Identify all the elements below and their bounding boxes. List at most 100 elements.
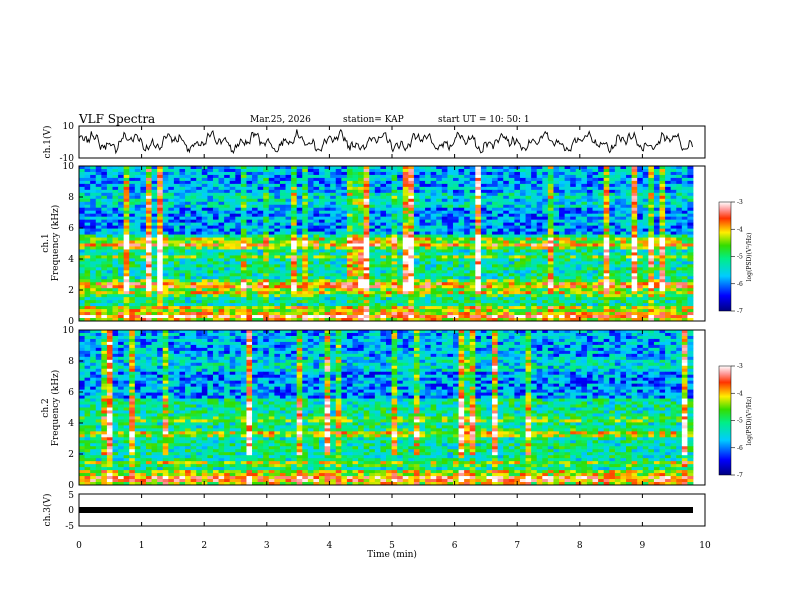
spectrogram-cell [257, 204, 264, 209]
spectrogram-cell [380, 270, 387, 274]
spectrogram-cell [263, 207, 270, 212]
spectrogram-cell [547, 264, 554, 268]
spectrogram-cell [90, 189, 97, 194]
spectrogram-cell [106, 234, 113, 238]
spectrogram-cell [553, 180, 560, 185]
spectrogram-cell [179, 237, 186, 241]
spectrogram-cell [575, 228, 582, 232]
spectrogram-cell [570, 261, 577, 265]
spectrogram-cell [514, 216, 521, 221]
spectrogram-cell [218, 234, 225, 238]
spectrogram-cell [196, 177, 203, 182]
spectrogram-cell [190, 195, 197, 200]
spectrogram-cell [123, 294, 130, 298]
spectrogram-cell [268, 270, 275, 274]
spectrogram-cell [374, 166, 381, 170]
spectrogram-cell [330, 222, 337, 227]
spectrogram-cell [246, 228, 253, 232]
spectrogram-cell [145, 216, 152, 221]
spectrogram-cell [397, 222, 404, 227]
spectrogram-cell [642, 276, 649, 280]
spectrogram-cell [101, 261, 108, 265]
spectrogram-cell [626, 282, 632, 286]
spectrogram-cell [90, 210, 97, 215]
spectrogram-cell [151, 213, 158, 218]
spectrogram-cell [497, 189, 504, 194]
spectrogram-cell [408, 288, 415, 292]
spectrogram-cell [263, 225, 270, 229]
spectrogram-cell [413, 297, 420, 301]
spectrogram-cell [90, 282, 97, 286]
spectrogram-cell [536, 231, 543, 235]
spectrogram-cell [363, 183, 370, 188]
spectrogram-cell [212, 291, 219, 295]
spectrogram-cell [207, 255, 214, 259]
spectrogram-cell [369, 240, 376, 244]
spectrogram-cell [508, 261, 515, 265]
spectrogram-cell [430, 258, 437, 262]
spectrogram-cell [101, 225, 108, 229]
spectrogram-cell [441, 249, 448, 253]
spectrogram-cell [263, 258, 270, 262]
spectrogram-cell [157, 276, 164, 280]
spectrogram-cell [637, 219, 644, 224]
spectrogram-cell [486, 279, 493, 283]
spectrogram-cell [514, 276, 521, 280]
spectrogram-cell [447, 285, 454, 289]
spectrogram-cell [475, 240, 482, 244]
spectrogram-cell [676, 174, 683, 179]
spectrogram-cell [168, 252, 175, 256]
spectrogram-cell [84, 213, 91, 218]
spectrogram-cell [386, 279, 392, 283]
spectrogram-cell [252, 228, 259, 232]
spectrogram-cell [358, 195, 365, 200]
spectrogram-cell [196, 294, 203, 298]
spectrogram-cell [157, 180, 164, 185]
spectrogram-cell [79, 201, 85, 206]
spectrogram-cell [430, 198, 437, 203]
spectrogram-cell [307, 219, 314, 224]
spectrogram-cell [626, 195, 632, 200]
spectrogram-cell [218, 210, 225, 215]
spectrogram-cell [185, 234, 192, 238]
spectrogram-cell [179, 171, 186, 176]
spectrogram-cell [609, 252, 616, 256]
spectrogram-cell [346, 231, 353, 235]
spectrogram-cell [620, 168, 627, 173]
spectrogram-cell [369, 192, 376, 197]
spectrogram-cell [268, 168, 275, 173]
spectrogram-cell [614, 246, 621, 250]
spectrogram-cell [285, 255, 292, 259]
spectrogram-cell [486, 276, 493, 280]
spectrogram-cell [335, 219, 342, 224]
spectrogram-cell [402, 240, 409, 244]
spectrogram-cell [408, 294, 415, 298]
spectrogram-cell [285, 213, 292, 218]
spectrogram-cell [374, 213, 381, 218]
spectrogram-cell [380, 225, 387, 229]
spectrogram-cell [559, 222, 566, 227]
spectrogram-cell [346, 219, 353, 224]
spectrogram-cell [168, 258, 175, 262]
spectrogram-cell [190, 264, 197, 268]
spectrogram-cell [302, 234, 309, 238]
spectrogram-cell [508, 273, 515, 277]
spectrogram-cell [268, 237, 275, 241]
spectrogram-cell [637, 222, 644, 227]
spectrogram-cell [508, 213, 515, 218]
spectrogram-cell [397, 267, 404, 271]
spectrogram-cell [279, 216, 286, 221]
spectrogram-cell [536, 174, 543, 179]
spectrogram-cell [436, 192, 443, 197]
spectrogram-cell [386, 258, 392, 262]
spectrogram-cell [681, 219, 688, 224]
spectrogram-cell [224, 288, 231, 292]
spectrogram-cell [335, 237, 342, 241]
spectrogram-cell [525, 240, 532, 244]
spectrogram-cell [134, 180, 141, 185]
spectrogram-cell [207, 228, 214, 232]
spectrogram-cell [575, 222, 582, 227]
spectrogram-cell [659, 166, 666, 170]
spectrogram-cell [324, 213, 331, 218]
spectrogram-cell [123, 291, 130, 295]
